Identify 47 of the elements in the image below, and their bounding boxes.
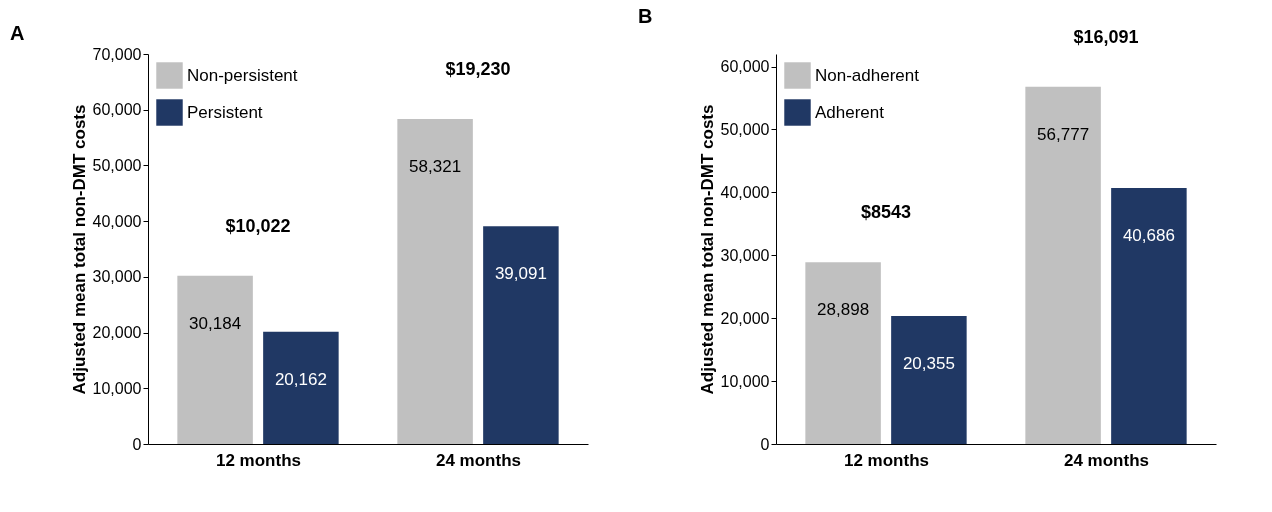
annotation: $8543 — [860, 202, 912, 223]
y-tick-label: 10,000 — [92, 379, 142, 397]
bar — [805, 262, 881, 444]
y-tick-label: 50,000 — [92, 156, 142, 174]
data-label: 30,184 — [189, 313, 242, 333]
y-tick-label: 30,000 — [92, 268, 142, 286]
y-tick-label: 20,000 — [92, 324, 142, 342]
x-tick-label: 12 months — [215, 450, 302, 470]
x-tick-label: 12 months — [843, 450, 930, 470]
y-tick-label: 10,000 — [720, 372, 770, 390]
data-label: 28,898 — [817, 300, 870, 320]
y-tick-label: 50,000 — [720, 120, 770, 138]
annotation: $10,022 — [225, 215, 291, 236]
data-label: 56,777 — [1037, 124, 1090, 144]
legend-label: Non-adherent — [815, 65, 920, 85]
y-tick-label: 0 — [760, 435, 770, 453]
y-tick-label: 20,000 — [720, 309, 770, 327]
y-tick-label: 0 — [132, 435, 142, 453]
y-tick-label: 30,000 — [720, 246, 770, 264]
bar — [1025, 86, 1101, 444]
chart-title: B — [638, 4, 653, 27]
bar — [1111, 188, 1187, 444]
text: $16,091 — [1073, 26, 1139, 47]
data-label: 20,162 — [274, 369, 327, 389]
bar — [891, 315, 967, 444]
data-label: 20,355 — [902, 353, 955, 373]
x-tick-label: 24 months — [1063, 450, 1150, 470]
bar — [397, 119, 473, 444]
data-label: 39,091 — [494, 264, 547, 284]
legend-label: Persistent — [187, 102, 263, 122]
chart-title: A — [10, 22, 25, 44]
bar — [483, 226, 559, 444]
y-tick-label: 40,000 — [92, 212, 142, 230]
data-label: 58,321 — [409, 157, 462, 177]
y-tick-label: 40,000 — [720, 183, 770, 201]
data-label: 40,686 — [1122, 226, 1175, 246]
x-tick-label: 24 months — [435, 450, 522, 470]
legend-label: Adherent — [815, 102, 885, 122]
y-tick-label: 70,000 — [92, 45, 142, 63]
y-axis-title: Adjusted mean total non-DMT costs — [697, 104, 717, 395]
y-tick-label: 60,000 — [720, 58, 770, 76]
legend-label: Non-persistent — [187, 65, 298, 85]
y-tick-label: 60,000 — [92, 101, 142, 119]
bar — [263, 331, 339, 444]
y-axis-title: Adjusted mean total non-DMT costs — [69, 104, 89, 395]
annotation: $19,230 — [445, 59, 511, 80]
bar — [177, 275, 253, 444]
